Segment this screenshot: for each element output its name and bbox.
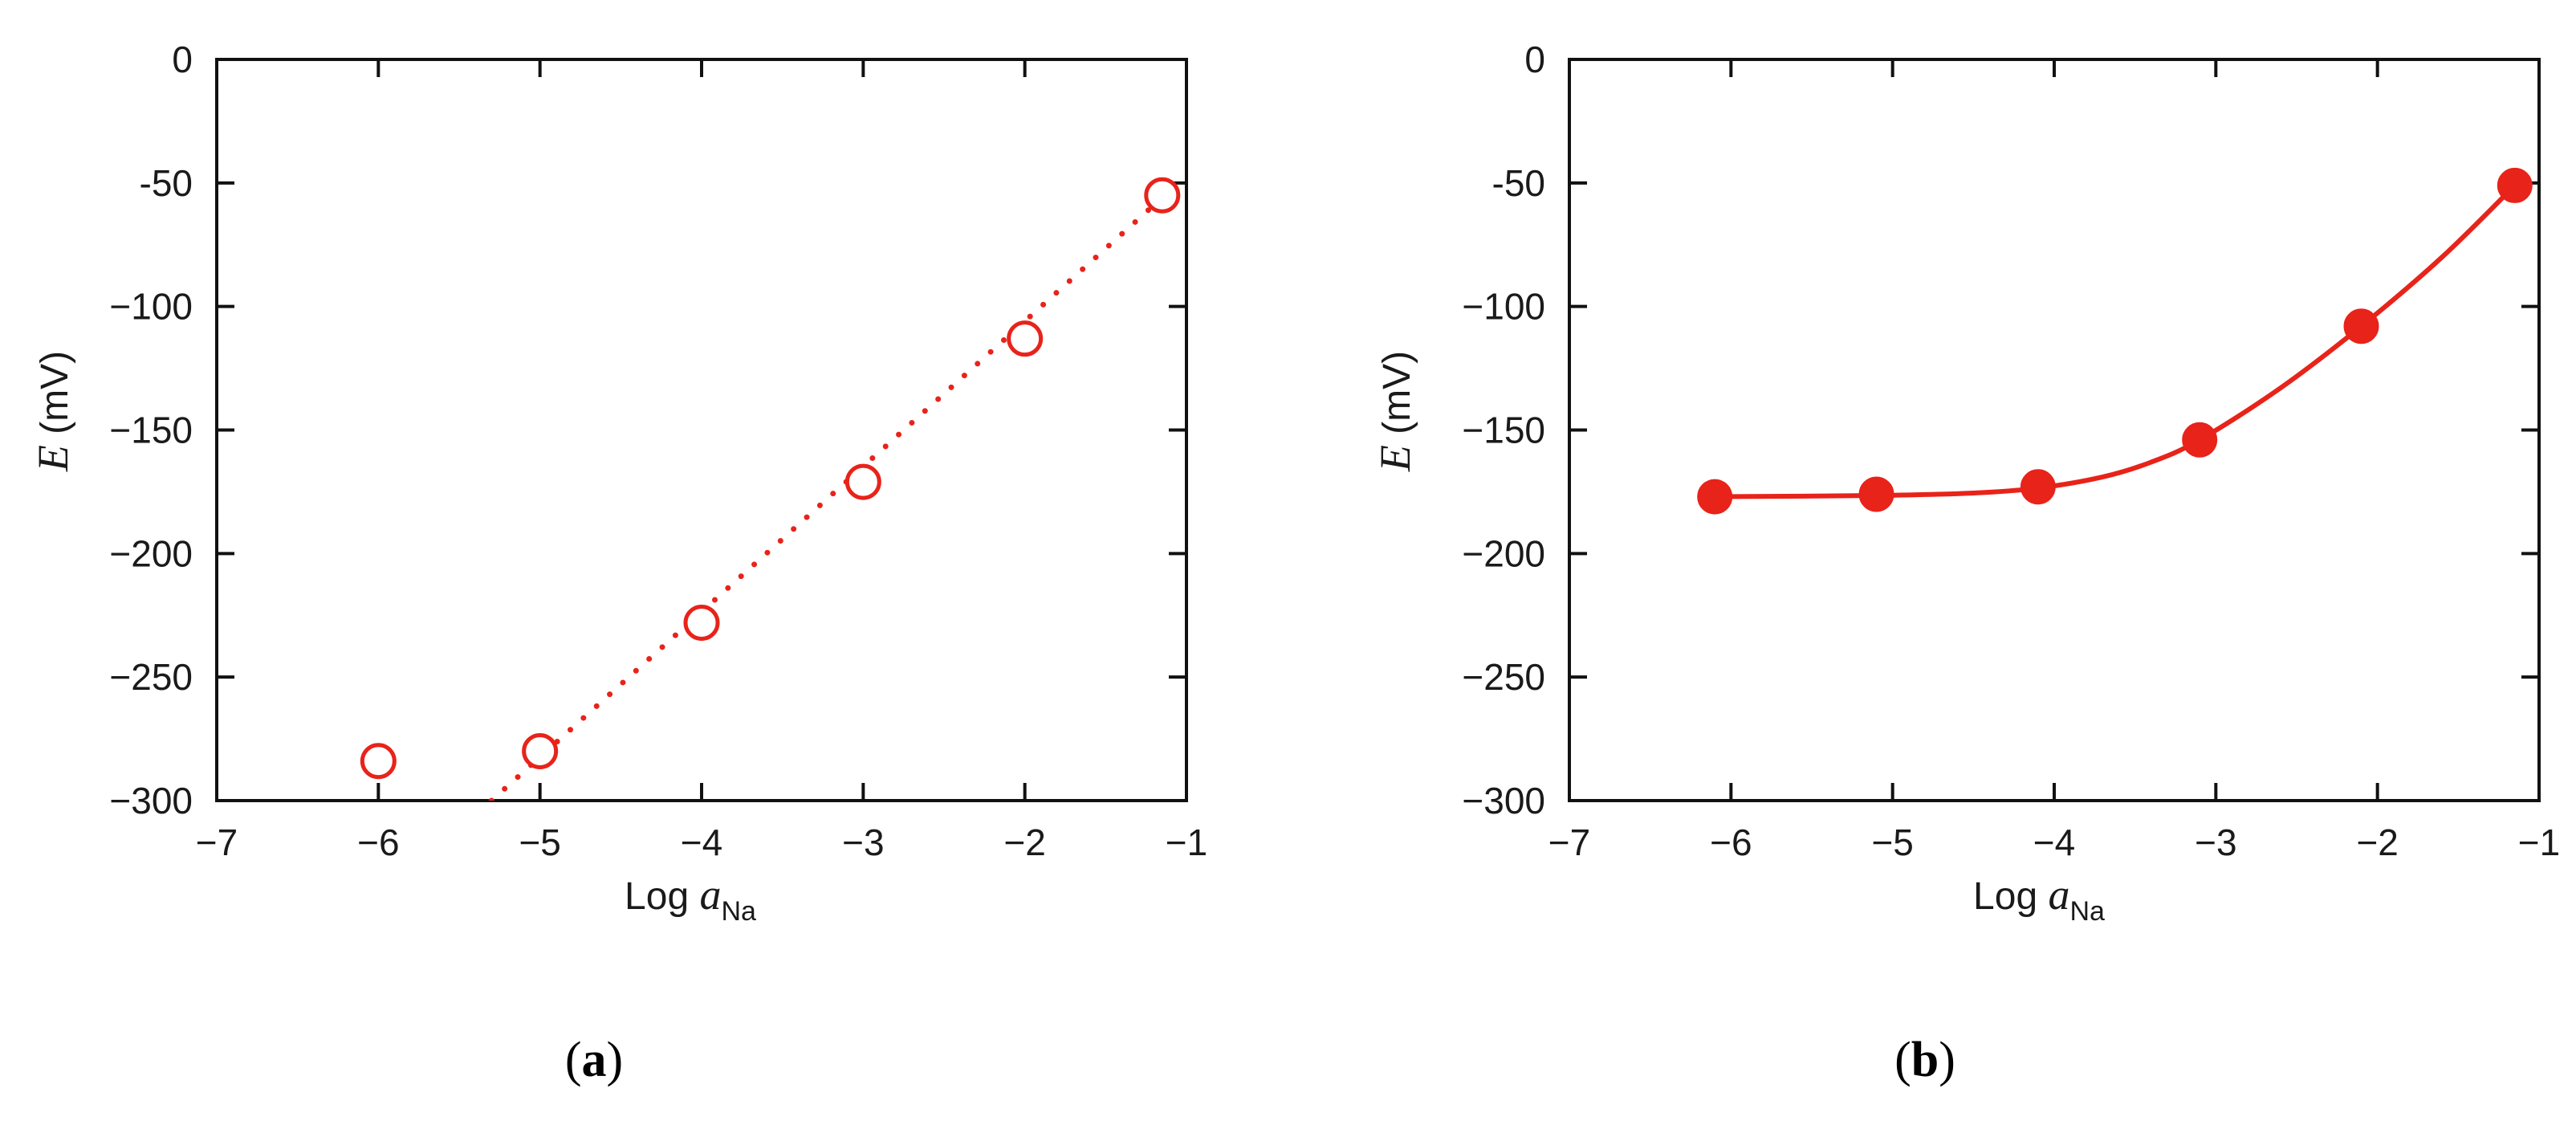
y-tick-label-a: −100 — [109, 286, 193, 328]
y-tick-label-a: -50 — [140, 162, 193, 204]
x-tick-label-b: −1 — [2518, 821, 2560, 863]
chart-panel-a: −7 −6 −5 −4 −3 −2 −1 0 -50 −100 −150 −200 −250 −300 — [109, 39, 1207, 863]
x-tick-label-a: −3 — [842, 821, 884, 863]
y-tick-label-b: 0 — [1524, 39, 1545, 80]
x-tick-label-b: −6 — [1710, 821, 1752, 863]
x-axis-title-b: Log aNa — [1973, 870, 2105, 927]
plot-frame-a — [215, 58, 1188, 802]
data-point-b — [2020, 469, 2056, 505]
data-point-a — [522, 732, 559, 769]
x-tick-label-a: −2 — [1003, 821, 1045, 863]
y-tick-label-b: −200 — [1462, 532, 1545, 574]
x-tick-label-a: −7 — [196, 821, 238, 863]
x-tick-label-b: −3 — [2195, 821, 2236, 863]
y-tick-label-b: −100 — [1462, 286, 1545, 328]
panel-label-b: (b) — [1894, 1033, 1955, 1087]
data-point-b — [2497, 167, 2533, 203]
x-tick-label-a: −4 — [681, 821, 722, 863]
data-point-b — [1858, 476, 1894, 512]
y-tick-label-b: -50 — [1492, 162, 1545, 204]
y-axis-title-b: E (mV) — [1371, 351, 1419, 472]
y-tick-label-a: 0 — [172, 39, 193, 80]
y-tick-label-a: −300 — [109, 780, 193, 821]
y-tick-label-a: −250 — [109, 656, 193, 698]
data-point-b — [1697, 479, 1733, 515]
data-point-a — [1144, 177, 1181, 214]
y-axis-title-a: E (mV) — [29, 351, 77, 472]
x-tick-label-a: −1 — [1166, 821, 1207, 863]
fit-line-a — [488, 187, 1174, 801]
y-tick-label-b: −300 — [1462, 780, 1545, 821]
plot-frame-b — [1568, 58, 2541, 802]
data-point-b — [2343, 308, 2379, 344]
chart-panel-b: −7 −6 −5 −4 −3 −2 −1 0 -50 −100 −150 −200 −250 −300 — [1462, 39, 2560, 863]
fit-curve-b — [1715, 183, 2517, 499]
y-tick-label-b: −250 — [1462, 656, 1545, 698]
x-tick-label-a: −5 — [519, 821, 560, 863]
data-point-a — [844, 463, 881, 500]
x-tick-label-a: −6 — [357, 821, 399, 863]
y-tick-label-a: −150 — [109, 410, 193, 451]
y-tick-label-a: −200 — [109, 532, 193, 574]
x-tick-label-b: −7 — [1548, 821, 1590, 863]
data-point-b — [2182, 422, 2218, 458]
data-point-a — [1007, 320, 1044, 357]
x-tick-label-b: −5 — [1871, 821, 1913, 863]
data-point-a — [683, 604, 720, 641]
panel-label-a: (a) — [565, 1033, 623, 1087]
x-axis-title-a: Log aNa — [625, 870, 756, 927]
y-tick-label-b: −150 — [1462, 410, 1545, 451]
x-tick-label-b: −4 — [2033, 821, 2075, 863]
x-tick-label-b: −2 — [2356, 821, 2398, 863]
data-point-a — [360, 743, 397, 780]
